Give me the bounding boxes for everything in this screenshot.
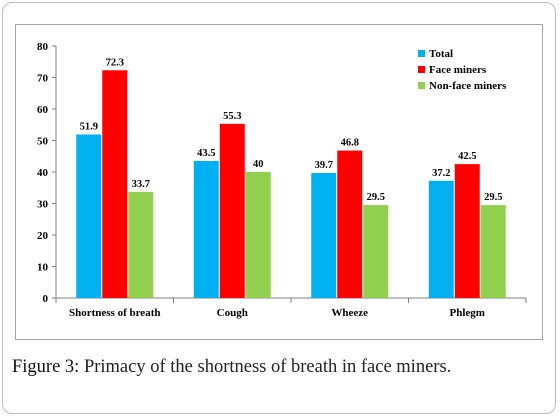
bar-face-miners <box>102 70 128 298</box>
bar-non-face-miners <box>245 172 271 298</box>
bar-non-face-miners <box>363 205 389 298</box>
x-tick-label: Wheeze <box>331 307 368 319</box>
legend-swatch <box>418 82 425 89</box>
bar-face-miners <box>454 164 480 298</box>
legend-entry: Face miners <box>429 64 487 76</box>
legend-entry: Total <box>429 48 453 60</box>
bar-face-miners <box>219 123 245 299</box>
bar-non-face-miners <box>128 191 154 298</box>
y-tick-label: 40 <box>37 167 49 179</box>
legend-entry: Non-face miners <box>429 80 507 92</box>
x-tick-label: Cough <box>217 307 248 319</box>
data-label: 29.5 <box>367 192 385 203</box>
data-label: 40 <box>253 159 264 170</box>
bar-face-miners <box>337 150 363 298</box>
data-label: 42.5 <box>458 151 476 162</box>
bar-total <box>311 172 337 298</box>
data-label: 37.2 <box>432 168 450 179</box>
y-tick-label: 80 <box>37 41 49 53</box>
data-label: 55.3 <box>223 111 241 122</box>
figure-caption: Figure 3: Primacy of the shortness of br… <box>12 357 451 378</box>
figure-frame: 0 10 20 30 40 50 60 70 80 51.9 72.3 33.7 Shortness o… <box>2 2 556 414</box>
bar-total <box>76 134 102 298</box>
bar-total <box>428 180 454 298</box>
legend-swatch <box>418 50 425 57</box>
bar-chart: 0 10 20 30 40 50 60 70 80 51.9 72.3 33.7 Shortness o… <box>37 41 527 319</box>
y-tick-label: 20 <box>37 230 49 242</box>
y-tick-label: 70 <box>37 73 49 85</box>
data-label: 39.7 <box>315 160 333 171</box>
x-tick-label: Shortness of breath <box>69 307 160 319</box>
bar-non-face-miners <box>480 205 506 298</box>
data-label: 29.5 <box>484 192 502 203</box>
data-label: 72.3 <box>106 57 124 68</box>
chart-area: 0 10 20 30 40 50 60 70 80 51.9 72.3 33.7 Shortness o… <box>15 24 543 340</box>
y-tick-label: 30 <box>37 199 49 211</box>
data-label: 51.9 <box>80 122 98 133</box>
y-tick-label: 10 <box>37 262 49 274</box>
y-tick-label: 60 <box>37 104 49 116</box>
y-tick-label: 0 <box>43 293 49 305</box>
bar-total <box>193 160 219 298</box>
caption-label: Figure 3: <box>12 357 80 377</box>
data-label: 33.7 <box>132 179 150 190</box>
y-tick-label: 50 <box>37 136 49 148</box>
data-label: 43.5 <box>197 148 215 159</box>
data-label: 46.8 <box>341 138 359 149</box>
legend-swatch <box>418 66 425 73</box>
caption-text: Primacy of the shortness of breath in fa… <box>79 357 452 377</box>
x-tick-label: Phlegm <box>450 307 485 319</box>
